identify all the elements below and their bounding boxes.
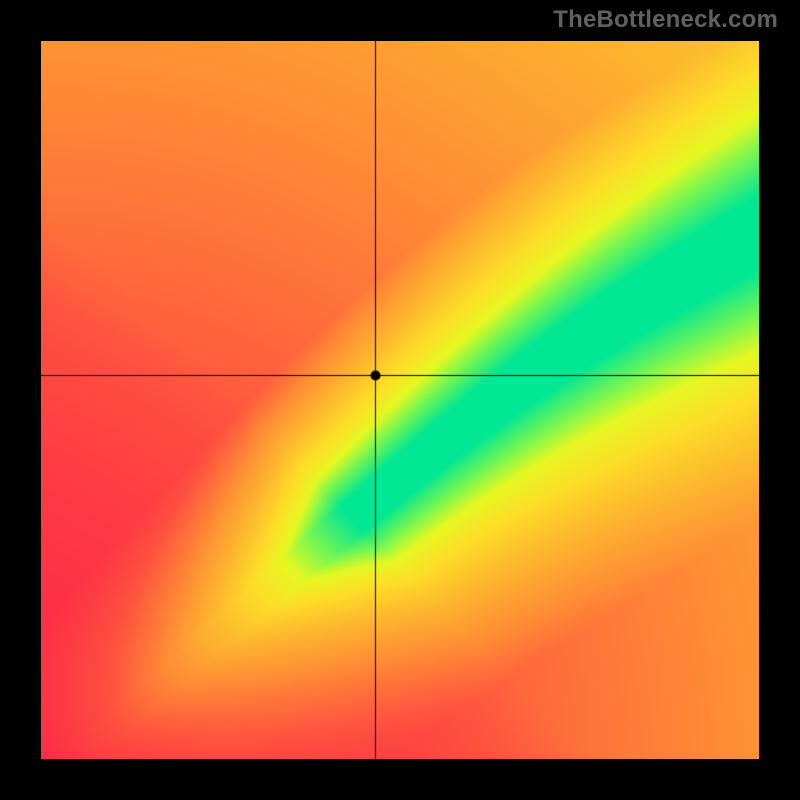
chart-container: TheBottleneck.com (0, 0, 800, 800)
heatmap-canvas (41, 41, 759, 759)
watermark-text: TheBottleneck.com (553, 6, 778, 34)
